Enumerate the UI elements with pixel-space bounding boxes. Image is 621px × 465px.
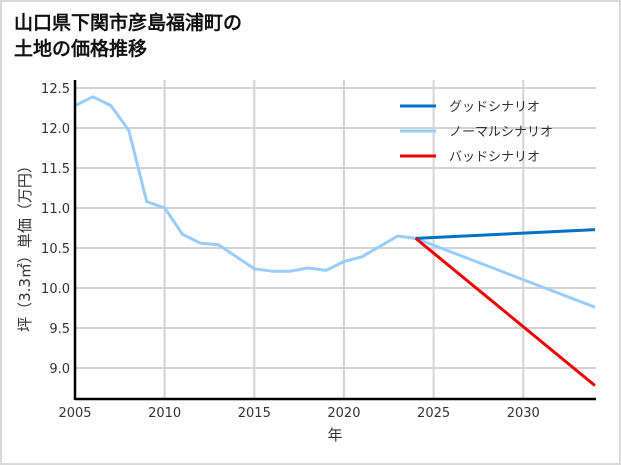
x-tick-label: 2015 [238,406,271,421]
x-tick-labels: 2005 2010 2015 2020 2025 2030 [58,406,539,421]
y-tick-labels: 9.0 9.5 10.0 10.5 11.0 11.5 12.0 12.5 [41,82,70,377]
x-tick-label: 2030 [507,406,540,421]
series-lines [74,95,596,387]
series-line [415,228,596,240]
y-tick-label: 9.5 [49,322,70,337]
y-tick-label: 11.0 [41,202,70,217]
y-axis-label: 坪（3.3㎡）単価（万円） [16,158,34,332]
series-line [414,237,596,387]
legend-label: バッドシナリオ [449,150,540,165]
y-tick-label: 9.0 [49,362,70,377]
chart-title-line2: 土地の価格推移 [14,38,148,60]
x-tick-label: 2010 [148,406,181,421]
y-tick-label: 10.5 [41,242,70,257]
x-axis-label: 年 [327,426,342,444]
chart-title-line1: 山口県下関市彦島福浦町の [14,12,243,34]
chart-title: 山口県下関市彦島福浦町の 土地の価格推移 [14,10,242,62]
axes [73,80,596,401]
legend-label: グッドシナリオ [449,100,540,115]
legend-label: ノーマルシナリオ [449,125,553,140]
series-line [74,95,596,309]
x-tick-label: 2025 [417,406,450,421]
y-tick-label: 12.0 [41,122,70,137]
grid-lines [75,80,596,399]
y-tick-label: 11.5 [41,162,70,177]
x-tick-label: 2020 [327,406,360,421]
x-tick-label: 2005 [58,406,91,421]
y-tick-label: 12.5 [41,82,70,97]
y-tick-label: 10.0 [41,282,70,297]
